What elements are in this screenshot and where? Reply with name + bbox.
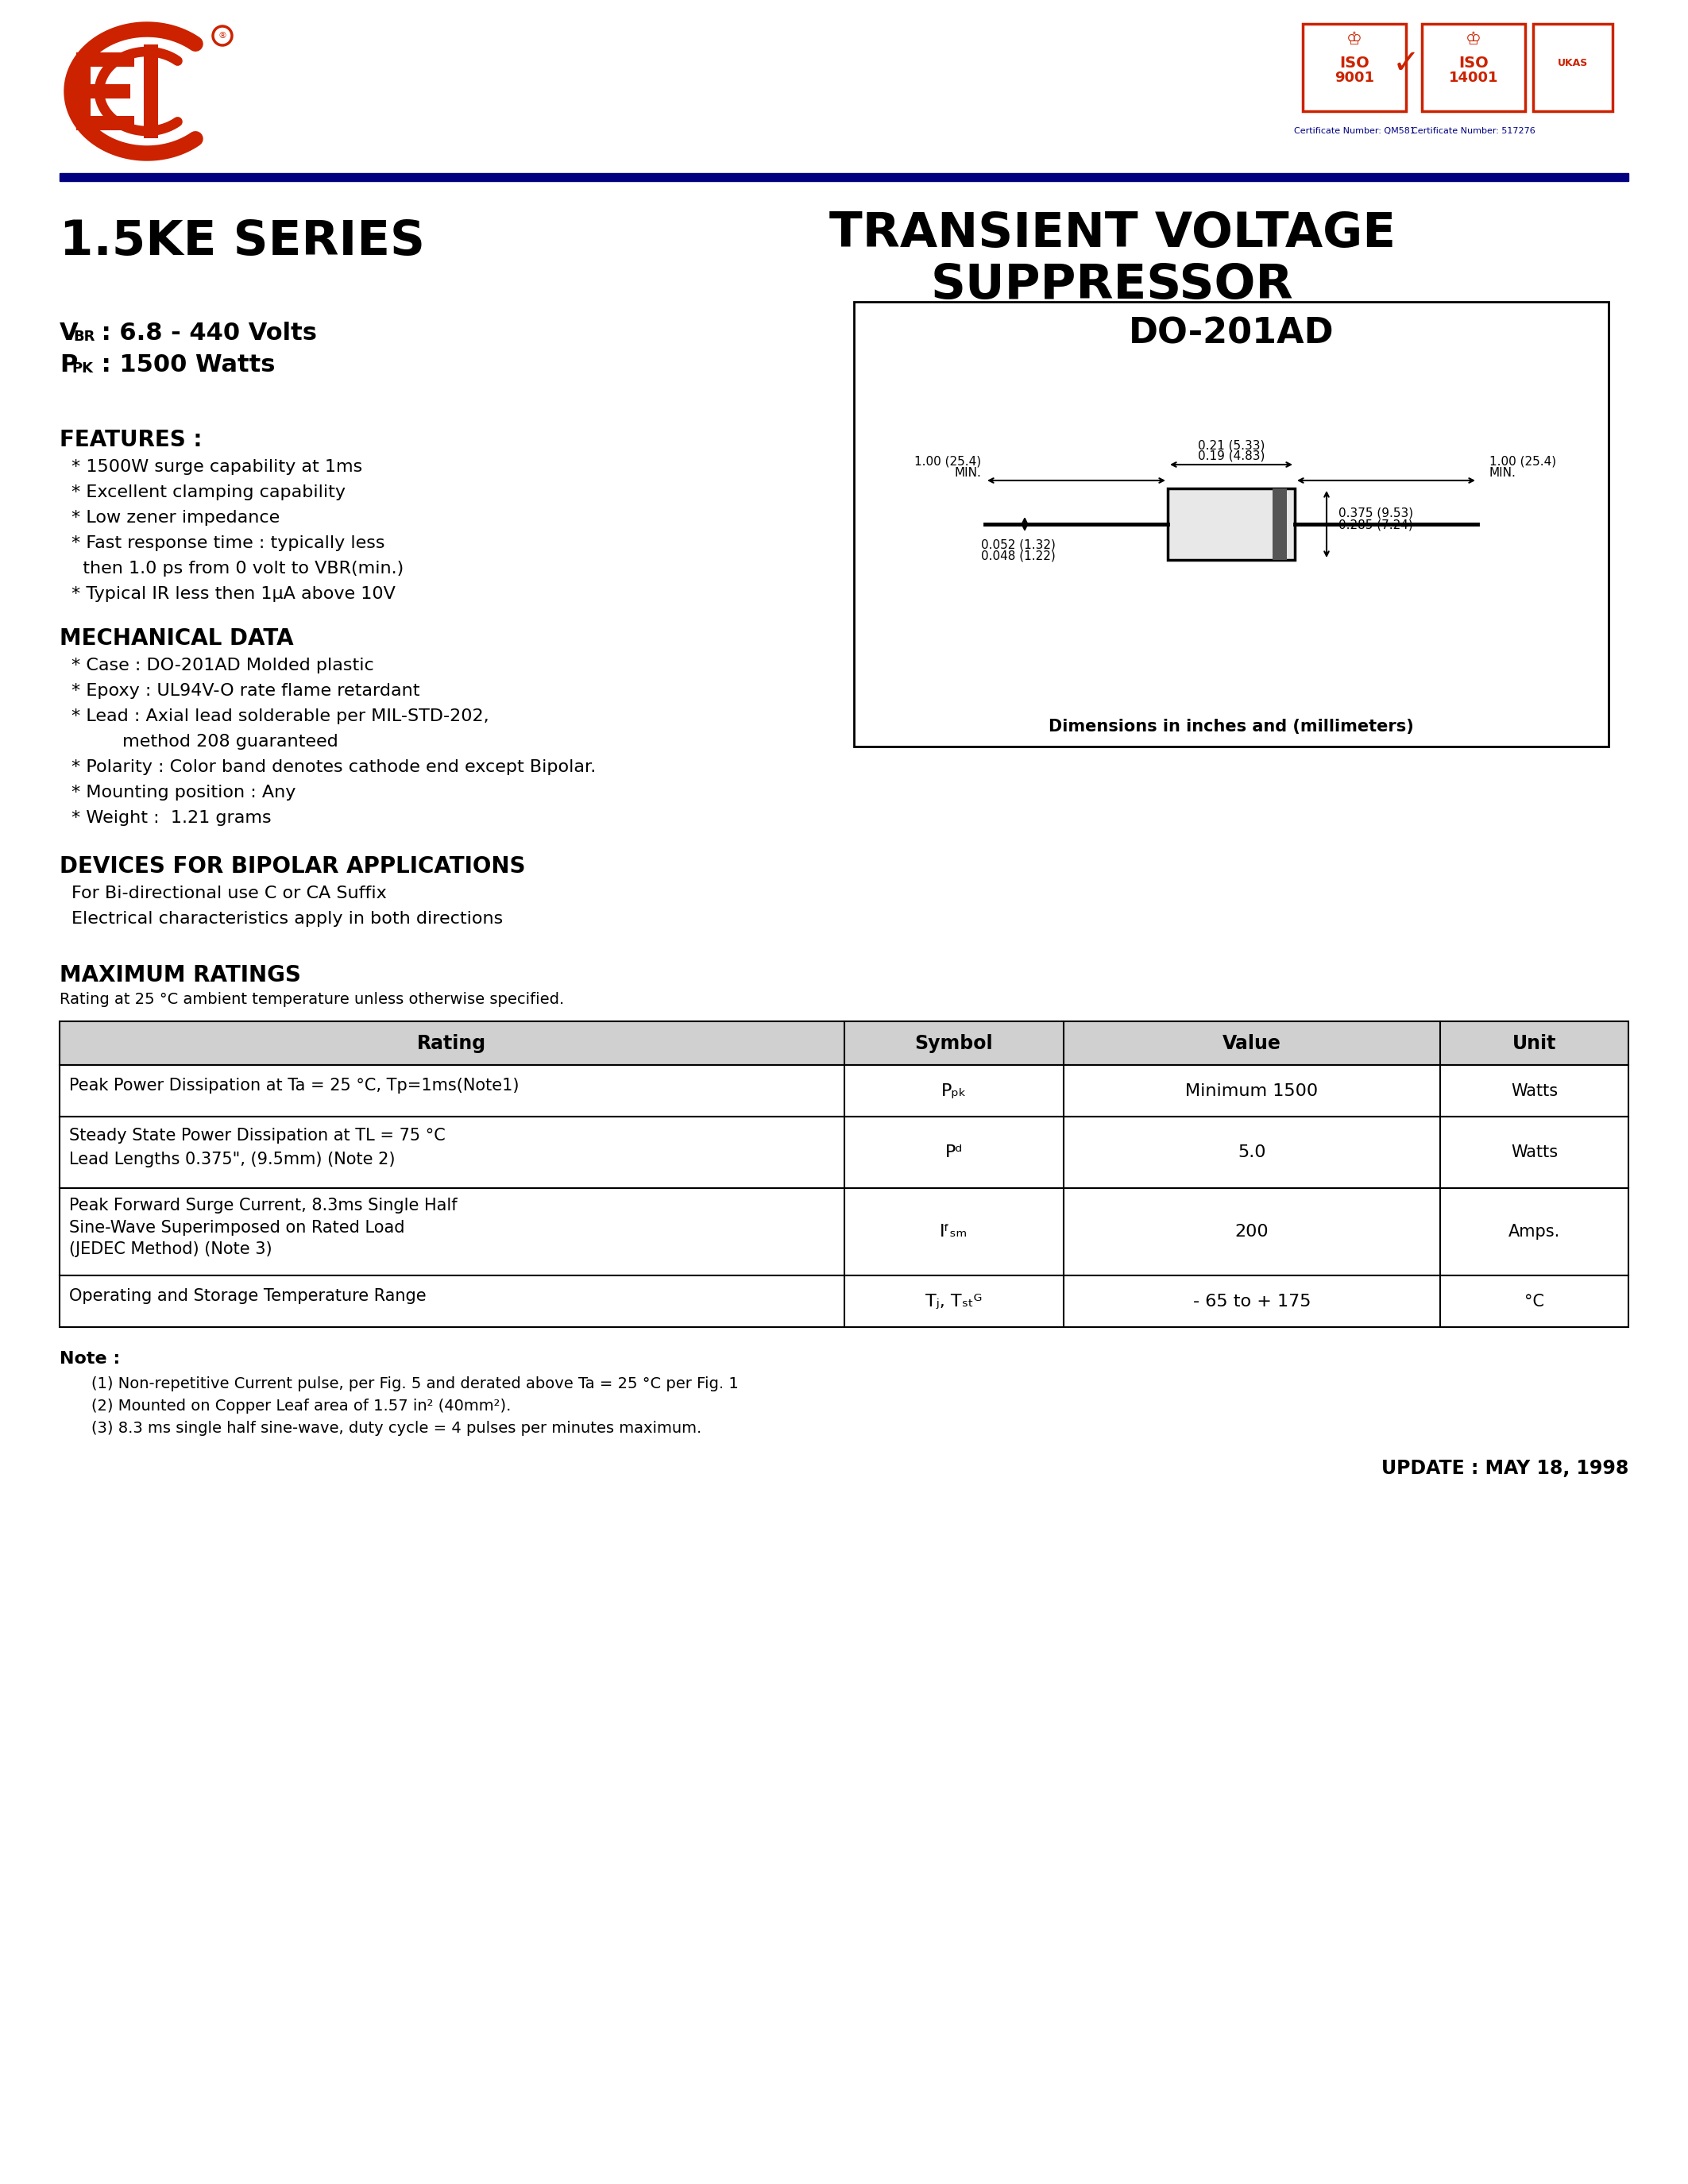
Text: (3) 8.3 ms single half sine-wave, duty cycle = 4 pulses per minutes maximum.: (3) 8.3 ms single half sine-wave, duty c… bbox=[91, 1422, 702, 1435]
Text: Amps.: Amps. bbox=[1509, 1223, 1560, 1241]
Text: * Fast response time : typically less: * Fast response time : typically less bbox=[71, 535, 385, 550]
Bar bbox=[1273, 489, 1286, 559]
Bar bbox=[59, 1116, 1629, 1188]
Text: * Mounting position : Any: * Mounting position : Any bbox=[71, 784, 295, 802]
Text: Unit: Unit bbox=[1512, 1033, 1556, 1053]
Text: 9001: 9001 bbox=[1335, 70, 1374, 85]
Bar bbox=[59, 1188, 1629, 1275]
Text: TRANSIENT VOLTAGE: TRANSIENT VOLTAGE bbox=[829, 210, 1396, 258]
Text: 1.00 (25.4): 1.00 (25.4) bbox=[915, 454, 981, 467]
Text: * Excellent clamping capability: * Excellent clamping capability bbox=[71, 485, 346, 500]
Bar bbox=[1533, 24, 1612, 111]
Text: ♔: ♔ bbox=[1347, 31, 1362, 48]
Text: * Lead : Axial lead solderable per MIL-STD-202,: * Lead : Axial lead solderable per MIL-S… bbox=[71, 708, 490, 725]
Text: Note :: Note : bbox=[59, 1352, 120, 1367]
Text: UKAS: UKAS bbox=[1558, 59, 1588, 68]
Text: °C: °C bbox=[1524, 1293, 1545, 1308]
Text: Iᶠₛₘ: Iᶠₛₘ bbox=[940, 1223, 967, 1241]
Text: FEATURES :: FEATURES : bbox=[59, 428, 203, 452]
Text: ®: ® bbox=[218, 33, 226, 39]
Bar bbox=[854, 301, 1609, 747]
Bar bbox=[59, 1022, 1629, 1066]
Text: * Polarity : Color band denotes cathode end except Bipolar.: * Polarity : Color band denotes cathode … bbox=[71, 760, 596, 775]
Text: (1) Non-repetitive Current pulse, per Fig. 5 and derated above Ta = 25 °C per Fi: (1) Non-repetitive Current pulse, per Fi… bbox=[91, 1376, 739, 1391]
Text: PK: PK bbox=[71, 360, 93, 376]
Text: ISO: ISO bbox=[1339, 55, 1369, 70]
Bar bbox=[1168, 489, 1295, 559]
Text: SUPPRESSOR: SUPPRESSOR bbox=[930, 262, 1293, 308]
Text: 200: 200 bbox=[1236, 1223, 1269, 1241]
Text: Pₚₖ: Pₚₖ bbox=[940, 1083, 967, 1099]
Text: ISO: ISO bbox=[1458, 55, 1489, 70]
Text: 0.285 (7.24): 0.285 (7.24) bbox=[1339, 518, 1413, 531]
Text: Steady State Power Dissipation at TL = 75 °C: Steady State Power Dissipation at TL = 7… bbox=[69, 1127, 446, 1144]
Text: P: P bbox=[59, 354, 78, 376]
Text: DO-201AD: DO-201AD bbox=[1129, 317, 1334, 352]
Text: 0.19 (4.83): 0.19 (4.83) bbox=[1198, 450, 1264, 461]
Text: For Bi-directional use C or CA Suffix: For Bi-directional use C or CA Suffix bbox=[71, 885, 387, 902]
Text: 5.0: 5.0 bbox=[1237, 1144, 1266, 1160]
Text: ✓: ✓ bbox=[1393, 46, 1420, 81]
Text: 0.048 (1.22): 0.048 (1.22) bbox=[981, 550, 1055, 561]
Text: * Typical IR less then 1μA above 10V: * Typical IR less then 1μA above 10V bbox=[71, 585, 395, 603]
Text: (JEDEC Method) (Note 3): (JEDEC Method) (Note 3) bbox=[69, 1241, 272, 1258]
Text: Lead Lengths 0.375", (9.5mm) (Note 2): Lead Lengths 0.375", (9.5mm) (Note 2) bbox=[69, 1151, 395, 1168]
Text: * Epoxy : UL94V-O rate flame retardant: * Epoxy : UL94V-O rate flame retardant bbox=[71, 684, 420, 699]
Text: * Weight :  1.21 grams: * Weight : 1.21 grams bbox=[71, 810, 272, 826]
Text: : 1500 Watts: : 1500 Watts bbox=[93, 354, 275, 376]
Text: Electrical characteristics apply in both directions: Electrical characteristics apply in both… bbox=[71, 911, 503, 926]
Bar bbox=[59, 1066, 1629, 1116]
Text: Peak Power Dissipation at Ta = 25 °C, Tp=1ms(Note1): Peak Power Dissipation at Ta = 25 °C, Tp… bbox=[69, 1077, 520, 1094]
Text: 1.5KE SERIES: 1.5KE SERIES bbox=[59, 218, 425, 264]
Text: - 65 to + 175: - 65 to + 175 bbox=[1193, 1293, 1312, 1308]
Text: BR: BR bbox=[73, 330, 95, 343]
Text: then 1.0 ps from 0 volt to VBR(min.): then 1.0 ps from 0 volt to VBR(min.) bbox=[71, 561, 403, 577]
Text: Value: Value bbox=[1222, 1033, 1281, 1053]
Text: * Case : DO-201AD Molded plastic: * Case : DO-201AD Molded plastic bbox=[71, 657, 375, 673]
Text: Rating at 25 °C ambient temperature unless otherwise specified.: Rating at 25 °C ambient temperature unle… bbox=[59, 992, 564, 1007]
Text: MAXIMUM RATINGS: MAXIMUM RATINGS bbox=[59, 963, 300, 987]
Text: Symbol: Symbol bbox=[915, 1033, 993, 1053]
Text: Minimum 1500: Minimum 1500 bbox=[1185, 1083, 1318, 1099]
Text: Certificate Number: QM581: Certificate Number: QM581 bbox=[1293, 127, 1415, 135]
Text: Pᵈ: Pᵈ bbox=[945, 1144, 962, 1160]
Text: Rating: Rating bbox=[417, 1033, 486, 1053]
Text: Sine-Wave Superimposed on Rated Load: Sine-Wave Superimposed on Rated Load bbox=[69, 1219, 405, 1236]
Text: 14001: 14001 bbox=[1448, 70, 1499, 85]
Text: 0.21 (5.33): 0.21 (5.33) bbox=[1198, 439, 1264, 452]
Text: : 6.8 - 440 Volts: : 6.8 - 440 Volts bbox=[93, 321, 317, 345]
Text: method 208 guaranteed: method 208 guaranteed bbox=[71, 734, 338, 749]
Text: ♔: ♔ bbox=[1465, 31, 1482, 48]
Text: 1.00 (25.4): 1.00 (25.4) bbox=[1489, 454, 1556, 467]
Text: * 1500W surge capability at 1ms: * 1500W surge capability at 1ms bbox=[71, 459, 363, 474]
Text: V: V bbox=[59, 321, 78, 345]
Text: Watts: Watts bbox=[1511, 1083, 1558, 1099]
Text: Tⱼ, Tₛₜᴳ: Tⱼ, Tₛₜᴳ bbox=[925, 1293, 982, 1308]
Text: Certificate Number: 517276: Certificate Number: 517276 bbox=[1411, 127, 1536, 135]
Text: * Low zener impedance: * Low zener impedance bbox=[71, 509, 280, 526]
Text: Watts: Watts bbox=[1511, 1144, 1558, 1160]
Bar bbox=[1303, 24, 1406, 111]
Bar bbox=[59, 1275, 1629, 1328]
Text: Dimensions in inches and (millimeters): Dimensions in inches and (millimeters) bbox=[1048, 719, 1415, 734]
Text: MECHANICAL DATA: MECHANICAL DATA bbox=[59, 627, 294, 649]
Text: 0.375 (9.53): 0.375 (9.53) bbox=[1339, 507, 1413, 518]
Bar bbox=[1421, 24, 1526, 111]
Text: (2) Mounted on Copper Leaf area of 1.57 in² (40mm²).: (2) Mounted on Copper Leaf area of 1.57 … bbox=[91, 1398, 511, 1413]
Text: UPDATE : MAY 18, 1998: UPDATE : MAY 18, 1998 bbox=[1381, 1459, 1629, 1479]
Bar bbox=[59, 173, 1629, 181]
Text: MIN.: MIN. bbox=[954, 467, 981, 478]
Text: MIN.: MIN. bbox=[1489, 467, 1516, 478]
Text: Peak Forward Surge Current, 8.3ms Single Half: Peak Forward Surge Current, 8.3ms Single… bbox=[69, 1197, 457, 1214]
Text: Operating and Storage Temperature Range: Operating and Storage Temperature Range bbox=[69, 1289, 427, 1304]
Text: 0.052 (1.32): 0.052 (1.32) bbox=[981, 539, 1055, 550]
Text: DEVICES FOR BIPOLAR APPLICATIONS: DEVICES FOR BIPOLAR APPLICATIONS bbox=[59, 856, 525, 878]
